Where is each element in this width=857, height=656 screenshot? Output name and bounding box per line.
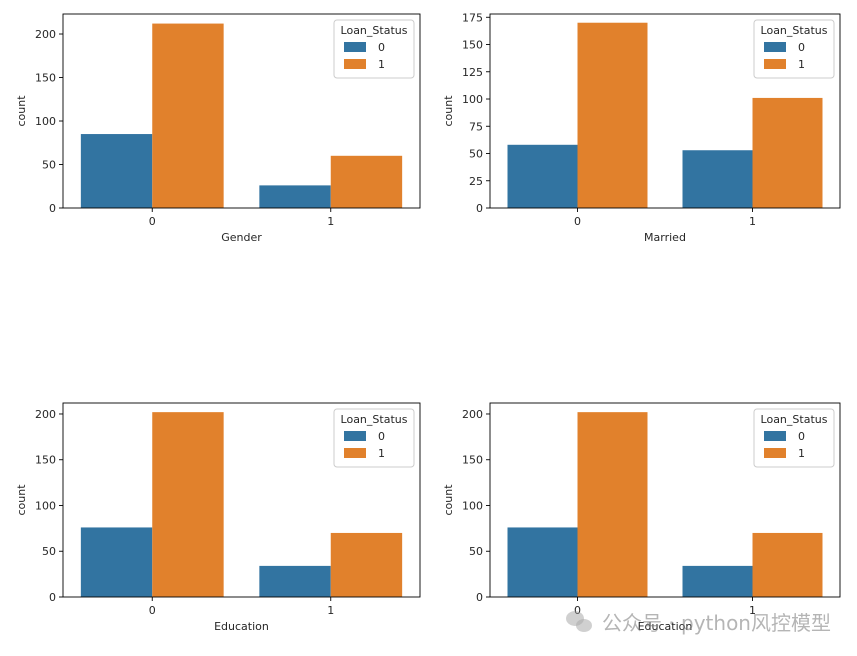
- y-tick-label: 25: [469, 175, 483, 188]
- legend-title: Loan_Status: [761, 413, 828, 426]
- bar-cat1-status1: [752, 97, 823, 208]
- bar-cat0-status1: [152, 412, 224, 597]
- legend-title: Loan_Status: [341, 24, 408, 37]
- bar-cat1-status0: [259, 565, 331, 597]
- y-axis-label: count: [442, 484, 455, 516]
- legend: Loan_Status 0 1: [333, 408, 415, 468]
- x-tick-label: 0: [149, 215, 156, 228]
- y-tick-label: 175: [462, 11, 483, 24]
- legend-swatch-0: [344, 431, 366, 441]
- legend-label-0: 0: [378, 41, 385, 54]
- y-tick-label: 100: [35, 115, 56, 128]
- bar-cat1-status0: [259, 185, 331, 208]
- x-axis-label: Education: [214, 620, 269, 633]
- legend-label-0: 0: [798, 430, 805, 443]
- axes-frame: [489, 402, 841, 598]
- x-tick-label: 0: [574, 215, 581, 228]
- legend-swatch-1: [344, 448, 366, 458]
- legend-swatch-1: [764, 59, 786, 69]
- bar-cat0-status1: [577, 22, 648, 208]
- bar-cat0-status0: [80, 527, 153, 597]
- legend-title: Loan_Status: [341, 413, 408, 426]
- y-tick-label: 50: [469, 545, 483, 558]
- legend-label-0: 0: [798, 41, 805, 54]
- x-axis-label: Married: [644, 231, 686, 244]
- bar-cat1-status0: [682, 565, 753, 597]
- bar-cat0-status0: [507, 144, 578, 208]
- legend-swatch-0: [764, 431, 786, 441]
- bar-cat1-status1: [752, 532, 823, 597]
- legend: Loan_Status 0 1: [333, 19, 415, 79]
- legend-swatch-0: [764, 42, 786, 52]
- y-tick-label: 150: [35, 72, 56, 85]
- y-tick-label: 75: [469, 120, 483, 133]
- y-tick-label: 100: [462, 93, 483, 106]
- y-tick-label: 200: [35, 28, 56, 41]
- legend-label-1: 1: [378, 447, 385, 460]
- legend-swatch-1: [344, 59, 366, 69]
- axes-frame: [62, 13, 421, 209]
- axes-frame: [62, 402, 421, 598]
- y-tick-label: 200: [35, 408, 56, 421]
- y-axis-label: count: [15, 95, 28, 127]
- y-tick-label: 150: [462, 39, 483, 52]
- y-tick-label: 100: [462, 499, 483, 512]
- y-tick-label: 0: [49, 202, 56, 215]
- y-tick-label: 0: [476, 591, 483, 604]
- chart-panel-1: 0 50 100 150 200 0 1 Gender count Loan_Status 0 1: [15, 13, 421, 244]
- chart-panel-4: 0 50 100 150 200 0 1 Education count Loan_Status 0…: [442, 402, 841, 633]
- axes-frame: [489, 13, 841, 209]
- y-axis-label: count: [15, 484, 28, 516]
- y-tick-label: 0: [476, 202, 483, 215]
- legend-swatch-0: [344, 42, 366, 52]
- x-tick-label: 1: [749, 604, 756, 617]
- legend: Loan_Status 0 1: [753, 408, 835, 468]
- legend-label-1: 1: [798, 58, 805, 71]
- chart-panel-3: 0 50 100 150 200 0 1 Education count Loan_Status 0…: [15, 402, 421, 633]
- legend-label-1: 1: [798, 447, 805, 460]
- x-tick-label: 1: [327, 604, 334, 617]
- bar-cat1-status0: [682, 150, 753, 208]
- x-tick-label: 0: [149, 604, 156, 617]
- bar-cat0-status1: [577, 412, 648, 597]
- legend-swatch-1: [764, 448, 786, 458]
- bar-cat0-status0: [507, 527, 578, 597]
- y-tick-label: 50: [42, 159, 56, 172]
- y-axis-label: count: [442, 95, 455, 127]
- y-tick-label: 150: [35, 454, 56, 467]
- legend: Loan_Status 0 1: [753, 19, 835, 79]
- legend-title: Loan_Status: [761, 24, 828, 37]
- y-tick-label: 100: [35, 499, 56, 512]
- bar-cat1-status1: [330, 532, 403, 597]
- legend-label-0: 0: [378, 430, 385, 443]
- x-tick-label: 0: [574, 604, 581, 617]
- x-tick-label: 1: [749, 215, 756, 228]
- x-tick-label: 1: [327, 215, 334, 228]
- y-tick-label: 125: [462, 66, 483, 79]
- legend-label-1: 1: [378, 58, 385, 71]
- bar-cat0-status1: [152, 23, 224, 208]
- y-tick-label: 50: [469, 148, 483, 161]
- bar-cat1-status1: [330, 155, 403, 208]
- y-tick-label: 150: [462, 454, 483, 467]
- y-tick-label: 0: [49, 591, 56, 604]
- y-tick-label: 50: [42, 545, 56, 558]
- bar-cat0-status0: [80, 134, 153, 208]
- x-axis-label: Education: [638, 620, 693, 633]
- y-tick-label: 200: [462, 408, 483, 421]
- chart-panel-2: 0 25 50 75 100 125 150 175 0 1 Married count Loan_St…: [442, 11, 841, 244]
- x-axis-label: Gender: [221, 231, 262, 244]
